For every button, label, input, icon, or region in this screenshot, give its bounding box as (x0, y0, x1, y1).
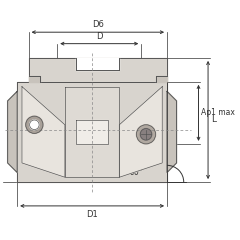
Polygon shape (167, 91, 177, 173)
Polygon shape (156, 76, 167, 82)
Text: 90°: 90° (130, 168, 143, 177)
Polygon shape (8, 91, 17, 173)
Polygon shape (22, 87, 65, 177)
Circle shape (140, 129, 152, 140)
Text: D6: D6 (92, 20, 104, 29)
Circle shape (26, 116, 43, 133)
Polygon shape (17, 82, 167, 182)
Text: D1: D1 (86, 210, 98, 219)
Circle shape (137, 125, 156, 144)
Polygon shape (29, 58, 167, 82)
Polygon shape (119, 87, 162, 177)
Polygon shape (65, 87, 119, 177)
Text: Ap1 max: Ap1 max (201, 108, 235, 117)
Polygon shape (76, 58, 119, 70)
Text: L: L (211, 115, 216, 125)
Text: D: D (96, 32, 102, 41)
Circle shape (30, 120, 39, 130)
Polygon shape (76, 120, 108, 144)
Polygon shape (29, 76, 40, 82)
